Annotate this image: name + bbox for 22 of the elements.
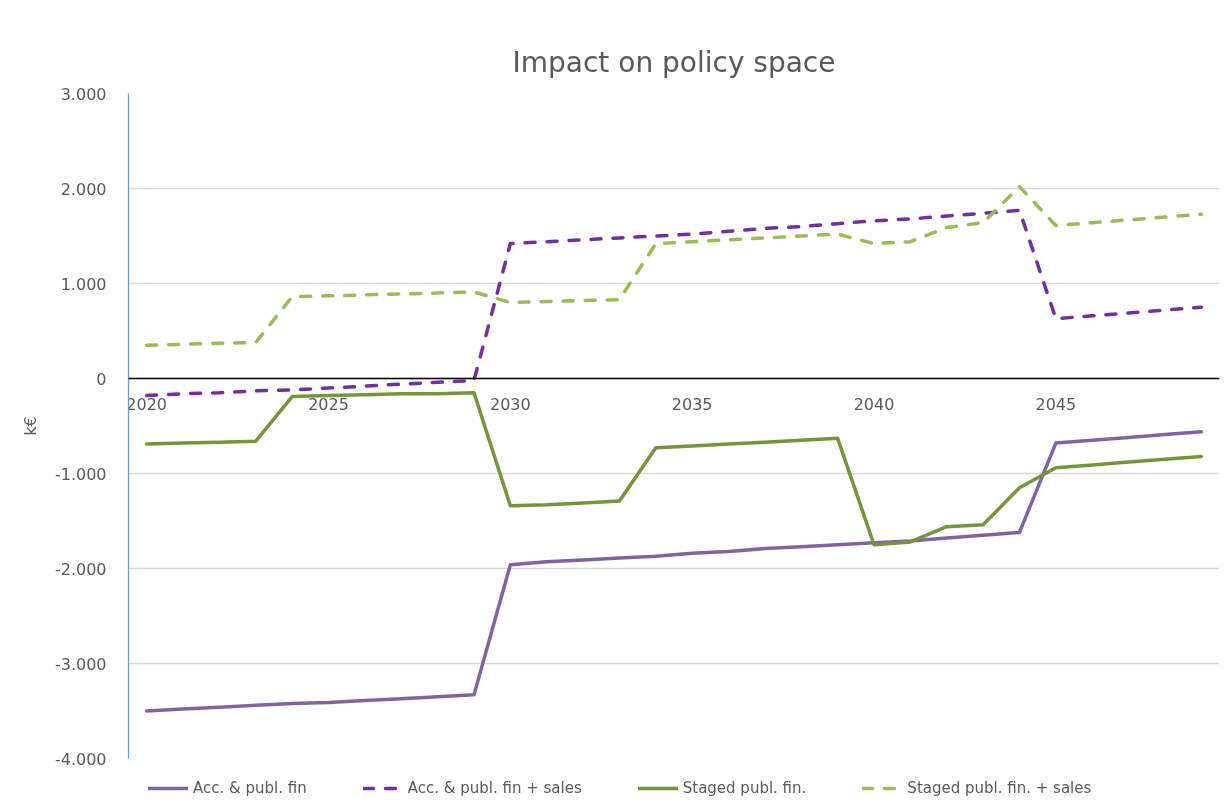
y-tick-label: -1.000 — [54, 464, 107, 484]
y-tick-label: 2.000 — [60, 179, 107, 199]
line-series — [144, 429, 1204, 713]
line-series — [144, 184, 1204, 347]
chart-title: Impact on policy space — [512, 45, 836, 79]
x-tick-label: 2040 — [853, 394, 895, 414]
y-tick-label: 0 — [96, 369, 107, 389]
y-tick-label: -2.000 — [54, 559, 107, 579]
legend-label: Acc. & publ. fin + sales — [407, 779, 582, 797]
y-tick-label: -3.000 — [54, 654, 107, 674]
y-axis-title: k€ — [20, 416, 40, 436]
y-tick-label: 3.000 — [60, 84, 107, 104]
y-tick-label: -4.000 — [54, 749, 107, 769]
y-tick-label: 1.000 — [60, 274, 107, 294]
x-tick-label: 2045 — [1035, 394, 1077, 414]
legend-label: Staged publ. fin. + sales — [907, 779, 1092, 797]
legend-label: Staged publ. fin. — [682, 779, 807, 797]
x-tick-label: 2030 — [489, 394, 531, 414]
x-tick-label: 2025 — [308, 394, 349, 414]
legend-label: Acc. & publ. fin — [193, 779, 307, 797]
line-series — [144, 208, 1204, 398]
x-tick-label: 2035 — [671, 394, 713, 414]
